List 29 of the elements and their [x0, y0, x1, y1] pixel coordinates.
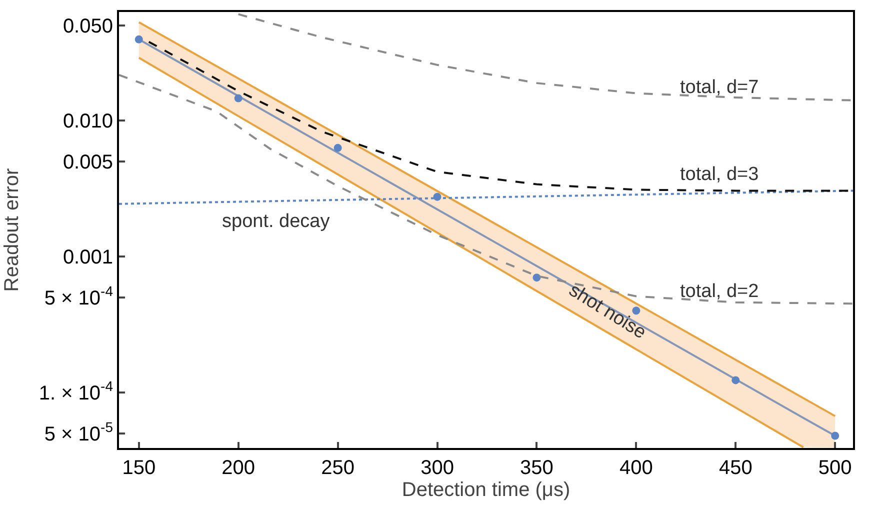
annotation: total, d=7 — [680, 77, 759, 98]
x-tick-label: 500 — [818, 457, 852, 479]
x-tick-label: 200 — [222, 457, 256, 479]
y-tick-label: 1. × 10$^{-4}$ — [38, 378, 114, 404]
y-tick-label: 0.050 — [62, 16, 113, 38]
x-tick-label: 300 — [420, 457, 454, 479]
y-axis-title: Readout error — [0, 168, 23, 292]
annotation: spont. decay — [222, 211, 330, 232]
x-tick-label: 450 — [718, 457, 752, 479]
y-tick-label: 5 × 10$^{-5}$ — [44, 418, 114, 446]
point — [234, 94, 242, 102]
x-tick-label: 150 — [122, 457, 156, 479]
annotation: total, d=2 — [680, 281, 759, 302]
y-tick-label: 0.001 — [62, 246, 113, 269]
point — [732, 376, 740, 384]
annotation: shot noise — [565, 280, 650, 344]
x-tick-label: 350 — [520, 457, 554, 479]
annotation: total, d=3 — [680, 164, 759, 185]
x-tick-label: 400 — [619, 457, 653, 479]
x-axis-title: Detection time (μs) — [402, 479, 570, 501]
x-tick-label: 250 — [321, 457, 354, 479]
y-tick-label: 5 × 10$^{-4}$ — [44, 283, 114, 310]
point — [532, 274, 541, 282]
point — [334, 144, 342, 152]
point — [831, 432, 840, 440]
point — [134, 35, 143, 44]
line-series — [237, 13, 853, 102]
y-tick-label: 0.010 — [62, 110, 113, 133]
y-tick-label: 0.005 — [62, 152, 113, 174]
